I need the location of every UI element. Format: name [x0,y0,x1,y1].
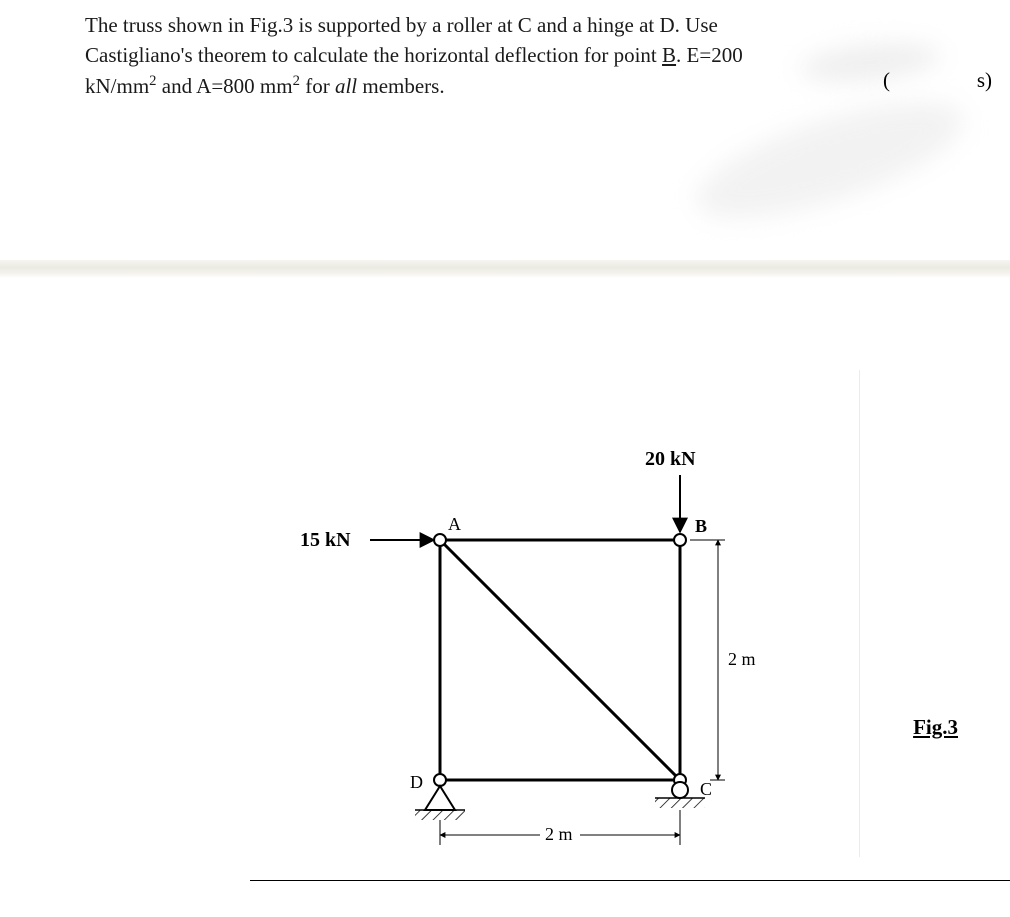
problem-line3a: kN/mm [85,74,149,98]
eraser-smudge-icon [684,79,975,242]
problem-line2c: . E=200 [676,43,743,67]
problem-line3e: members. [357,74,444,98]
node-label-c: C [700,779,712,799]
load-20kn-label: 20 kN [645,448,696,470]
node-label-d: D [410,772,423,792]
page-rule [250,880,1010,881]
dimension-horizontal: 2 m [440,810,680,845]
problem-line3d: all [335,74,357,98]
problem-line1: The truss shown in Fig.3 is supported by… [85,13,718,37]
load-15kn-label: 15 kN [300,529,351,551]
problem-line3b: and A=800 mm [157,74,293,98]
dim-v-label: 2 m [728,649,756,669]
node-label-b: B [695,516,707,536]
marks-paren-open: ( [883,68,890,93]
page-fold-line [859,370,860,857]
node-label-a: A [448,514,461,534]
dimension-vertical: 2 m [690,540,763,780]
problem-statement: The truss shown in Fig.3 is supported by… [85,10,990,101]
problem-line2a: Castigliano's theorem to calculate the h… [85,43,662,67]
dim-h-label: 2 m [545,824,573,844]
problem-point-b: B [662,43,676,67]
figure-caption: Fig.3 [913,715,958,740]
problem-line3c: for [300,74,335,98]
scan-seam [0,260,1010,278]
figure-3: Fig.3 [0,370,1010,917]
roller-support-c-icon [655,782,705,808]
marks-paren-close: s) [977,68,992,93]
truss-members [440,540,680,780]
